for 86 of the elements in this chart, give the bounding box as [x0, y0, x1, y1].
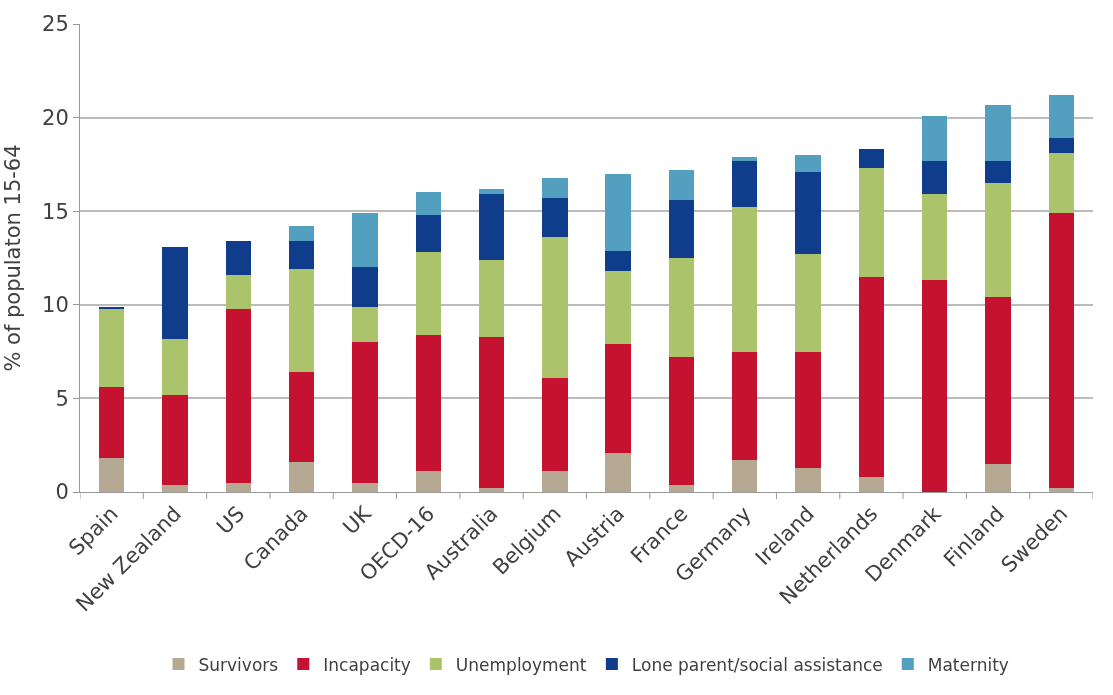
bar [668, 484, 695, 492]
bar [605, 271, 631, 345]
bar [795, 171, 821, 255]
bar [1048, 488, 1075, 492]
bar [668, 357, 695, 485]
y-axis-title: % of populaton 15-64 [1, 144, 26, 372]
bar [668, 199, 695, 258]
y-tick-label: 25 [42, 12, 69, 37]
bar [668, 258, 695, 358]
bar [288, 372, 315, 463]
bar [985, 183, 1011, 298]
bar [922, 160, 948, 195]
bar [415, 252, 441, 335]
bar [542, 237, 568, 378]
bar [352, 267, 378, 307]
bar [858, 149, 885, 169]
bar [1048, 213, 1075, 489]
bar [732, 351, 758, 461]
bar [415, 214, 441, 253]
bar [605, 250, 631, 272]
bar [732, 207, 758, 352]
bar [162, 484, 188, 492]
bar [352, 213, 378, 268]
bar [985, 104, 1011, 161]
bar [922, 115, 948, 161]
bar [98, 387, 125, 459]
bar [668, 170, 695, 200]
bar [478, 336, 505, 489]
y-tick-label: 10 [42, 293, 69, 318]
bar [288, 462, 315, 492]
bar [795, 467, 821, 492]
bar [858, 168, 885, 277]
bar [162, 246, 188, 339]
bar [98, 458, 125, 492]
bar [605, 173, 631, 251]
bar [542, 198, 568, 238]
bar [1048, 138, 1075, 154]
y-tick-label: 20 [42, 105, 69, 130]
bar [162, 394, 188, 485]
bar [478, 488, 505, 492]
bar [162, 338, 188, 395]
bar [795, 254, 821, 352]
bar [415, 334, 441, 472]
bar [732, 160, 758, 208]
bar [288, 269, 315, 373]
bar [542, 177, 568, 199]
legend-label: Incapacity [323, 654, 411, 675]
bar [542, 471, 568, 492]
bar [98, 308, 125, 388]
bar [985, 463, 1011, 492]
bar [352, 306, 378, 343]
bar [415, 192, 441, 215]
bar [225, 274, 251, 309]
bar [922, 280, 948, 492]
bar [1048, 153, 1075, 214]
bar [858, 477, 885, 492]
bar [352, 342, 378, 483]
legend-label: Lone parent/social assistance [631, 654, 883, 675]
bar [922, 194, 948, 281]
bar [732, 460, 758, 492]
bar [542, 377, 568, 472]
x-tick-label: US [211, 501, 250, 539]
bar [352, 482, 378, 492]
bar [415, 471, 441, 492]
bar [478, 194, 505, 260]
bar [858, 276, 885, 478]
bar [732, 156, 758, 161]
y-tick-label: 5 [55, 386, 69, 411]
y-tick-label: 15 [42, 199, 69, 224]
bar [605, 452, 631, 492]
bar [795, 351, 821, 468]
bar [288, 226, 315, 242]
y-tick-label: 0 [55, 480, 69, 505]
bar [795, 155, 821, 172]
bar [478, 259, 505, 337]
bar [225, 482, 251, 492]
legend-label: Maternity [927, 654, 1009, 675]
bar [1048, 95, 1075, 139]
bar [605, 344, 631, 453]
bar [225, 241, 251, 275]
bar [985, 297, 1011, 464]
bar [225, 308, 251, 483]
bar [985, 160, 1011, 184]
legend-label: Unemployment [455, 654, 587, 675]
bar [288, 241, 315, 270]
legend-label: Survivors [198, 654, 279, 675]
